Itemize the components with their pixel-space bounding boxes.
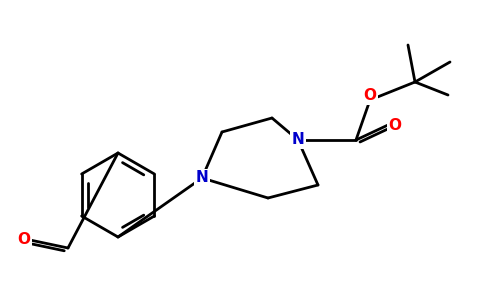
Text: N: N [196,170,209,185]
Text: O: O [363,88,377,104]
Text: O: O [389,118,402,133]
Text: O: O [17,232,30,247]
Text: N: N [292,133,304,148]
